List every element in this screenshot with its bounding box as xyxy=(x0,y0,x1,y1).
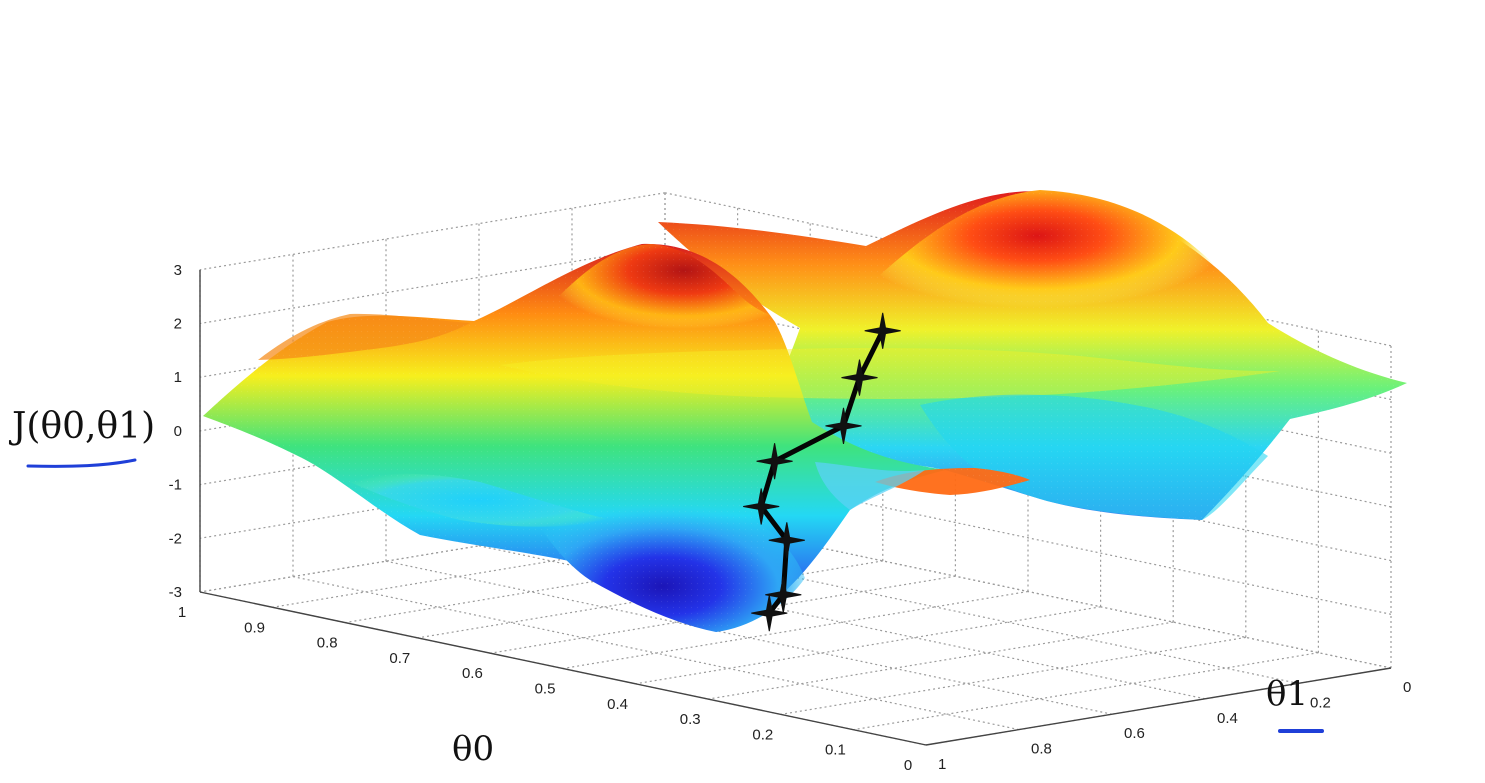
descent-step-marker xyxy=(743,488,780,525)
y-tick-label: 0.2 xyxy=(1310,694,1331,711)
y-tick-label: 0.4 xyxy=(1217,710,1238,727)
side-wall-grid-line xyxy=(199,192,666,271)
back-wall-grid-line xyxy=(664,460,1392,615)
descent-step-marker xyxy=(825,407,862,444)
floor-grid-line xyxy=(708,621,1174,700)
z-tick-label: 2 xyxy=(174,316,182,333)
x-tick-label: 0 xyxy=(904,757,912,774)
x-tick-label: 0.1 xyxy=(825,742,846,759)
x-axis-title: θ0 xyxy=(452,729,494,769)
x-tick-label: 0.3 xyxy=(680,711,701,728)
descent-step-marker xyxy=(751,595,788,632)
floor-grid-line xyxy=(345,545,811,624)
z-axis-title: J(θ0,θ1) xyxy=(8,406,155,447)
y-axis-line xyxy=(925,667,1392,746)
side-wall-grid-line xyxy=(199,245,666,325)
x-axis-title-text: θ0 xyxy=(452,729,494,769)
z-tick-label: 3 xyxy=(174,262,182,279)
x-tick-label: 0.5 xyxy=(535,681,556,698)
floor-grid-line xyxy=(478,545,1206,700)
z-tick-label: 1 xyxy=(174,369,182,386)
floor-grid-line xyxy=(292,576,1020,731)
x-tick-label: 0.9 xyxy=(244,619,265,636)
y-tick-label: 0.8 xyxy=(1031,741,1052,758)
z-tick-label: 0 xyxy=(174,423,182,440)
side-wall-grid-line xyxy=(199,514,666,593)
floor-grid-line xyxy=(635,606,1101,685)
floor-grid-line xyxy=(780,636,1246,715)
floor-grid-line xyxy=(385,560,1113,715)
z-tick-label: -1 xyxy=(169,477,182,494)
y-tick-label: 0.6 xyxy=(1124,725,1145,742)
surface-texture-overlay xyxy=(203,191,1407,633)
surface xyxy=(203,190,1407,633)
gradient-descent-path xyxy=(743,312,901,632)
surface-fold-shadow xyxy=(815,462,925,510)
tick-labels: 1 0.9 0.8 0.7 0.6 0.5 0.4 0.3 0.2 0.1 0 0 0.2 0.4 0.6 0… xyxy=(169,262,1412,774)
z-tick-label: -3 xyxy=(169,584,182,601)
descent-step-marker xyxy=(756,443,793,480)
x-tick-label: 0.7 xyxy=(389,650,410,667)
z-axis-title-text: J(θ0,θ1) xyxy=(8,406,155,447)
x-tick-label: 0.4 xyxy=(607,696,628,713)
x-tick-label: 1 xyxy=(178,604,186,621)
y-tick-label: 1 xyxy=(938,756,946,773)
z-axis-underline xyxy=(26,458,137,468)
x-tick-label: 0.2 xyxy=(752,726,773,743)
floor-grid-line xyxy=(853,652,1319,731)
axis-titles: J(θ0,θ1) θ0 θ1 xyxy=(8,406,1324,769)
back-wall-grid-line xyxy=(664,514,1392,669)
y-tick-label: 0 xyxy=(1403,679,1411,696)
descent-step-marker xyxy=(864,312,901,349)
floor-grid-line xyxy=(571,529,1299,684)
x-tick-label: 0.8 xyxy=(317,635,338,652)
descent-step-marker xyxy=(768,522,805,559)
y-axis-title: θ1 xyxy=(1266,674,1308,714)
x-tick-label: 0.6 xyxy=(462,665,483,682)
x-axis-line xyxy=(199,591,927,746)
floor-grid-line xyxy=(562,590,1029,670)
floor-grid-line xyxy=(272,529,738,608)
z-tick-label: -2 xyxy=(169,530,182,547)
descent-step-marker xyxy=(841,359,878,396)
y-axis-title-text: θ1 xyxy=(1266,674,1308,714)
